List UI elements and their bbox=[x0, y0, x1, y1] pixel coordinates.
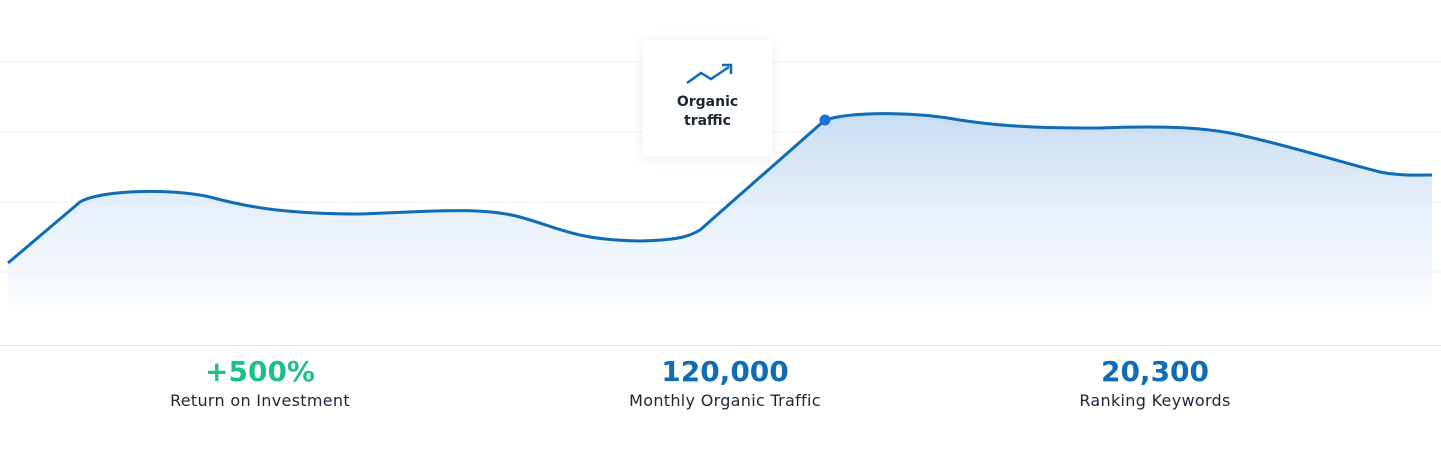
stat-label: Monthly Organic Traffic bbox=[629, 391, 821, 410]
tooltip-label: Organic traffic bbox=[676, 94, 739, 129]
stat-label: Ranking Keywords bbox=[1079, 391, 1231, 410]
stat-label: Return on Investment bbox=[170, 391, 350, 410]
stat-value: +500% bbox=[205, 355, 315, 388]
stat-value: 20,300 bbox=[1100, 355, 1210, 388]
tooltip: Organic traffic bbox=[643, 40, 772, 156]
stat: +500% Return on Investment bbox=[80, 354, 440, 412]
stat: 20,300 Ranking Keywords bbox=[975, 354, 1335, 412]
trend-icon bbox=[686, 63, 733, 85]
stat: 120,000 Monthly Organic Traffic bbox=[545, 354, 905, 412]
area bbox=[8, 113, 1432, 305]
stat-value: 120,000 bbox=[661, 355, 789, 388]
line bbox=[7, 112, 1433, 265]
highlight-point bbox=[819, 114, 831, 126]
